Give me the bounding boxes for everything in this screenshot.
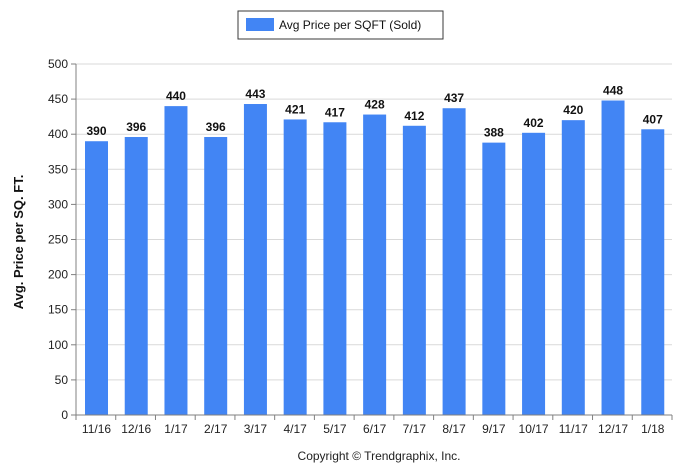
data-label: 390 [86, 124, 106, 138]
data-label: 440 [166, 89, 186, 103]
data-label: 443 [245, 87, 265, 101]
x-tick-label: 12/16 [121, 422, 151, 436]
data-label: 437 [444, 91, 464, 105]
bar [641, 129, 665, 415]
y-tick-label: 450 [48, 92, 68, 106]
data-label: 428 [365, 98, 385, 112]
x-tick-label: 11/17 [559, 422, 588, 436]
y-axis-ticks: 0 50 100 150 200 250 300 350 400 450 500 [48, 57, 76, 422]
bar [85, 141, 108, 415]
y-tick-label: 500 [48, 57, 68, 71]
x-tick-label: 3/17 [244, 422, 268, 436]
x-tick-label: 6/17 [363, 422, 387, 436]
legend-swatch [246, 18, 274, 31]
x-tick-label: 4/17 [283, 422, 307, 436]
x-tick-label: 1/18 [641, 422, 665, 436]
y-tick-label: 0 [61, 408, 68, 422]
legend: Avg Price per SQFT (Sold) [237, 10, 444, 40]
bar [402, 125, 426, 415]
bar [323, 122, 347, 416]
bars [85, 100, 665, 416]
data-label: 421 [285, 102, 305, 116]
y-tick-label: 350 [48, 162, 68, 176]
x-tick-label: 10/17 [519, 422, 549, 436]
bar [482, 142, 506, 415]
bar [601, 100, 625, 415]
x-tick-label: 11/16 [82, 422, 111, 436]
data-label: 417 [325, 105, 345, 119]
y-tick-label: 400 [48, 127, 68, 141]
copyright-footer: Copyright © Trendgraphix, Inc. [298, 449, 461, 463]
x-tick-label: 8/17 [442, 422, 466, 436]
data-label: 420 [563, 103, 583, 117]
bar [204, 137, 228, 415]
x-tick-label: 7/17 [403, 422, 427, 436]
x-tick-label: 12/17 [598, 422, 628, 436]
bar [363, 114, 387, 415]
x-tick-label: 2/17 [204, 422, 228, 436]
bar [164, 106, 188, 416]
bar [561, 120, 585, 415]
y-tick-label: 300 [48, 197, 68, 211]
x-axis-ticks: 11/16 12/16 1/17 2/17 3/17 4/17 5/17 6/17 7/17 8/… [75, 415, 673, 436]
y-tick-label: 100 [48, 338, 68, 352]
data-label: 388 [484, 126, 504, 140]
data-label: 407 [643, 112, 663, 126]
x-tick-label: 5/17 [323, 422, 347, 436]
bar [442, 108, 466, 415]
bar [243, 104, 267, 415]
y-tick-label: 200 [48, 268, 68, 282]
x-tick-label: 1/17 [164, 422, 188, 436]
y-tick-label: 50 [55, 373, 69, 387]
y-tick-label: 250 [48, 233, 68, 247]
x-tick-label: 9/17 [482, 422, 506, 436]
data-labels: 390 396 440 396 443 421 417 428 412 437 388 402 420 4… [86, 84, 663, 140]
bar [124, 137, 148, 415]
data-label: 448 [603, 84, 623, 98]
y-tick-label: 150 [48, 303, 68, 317]
data-label: 412 [404, 109, 424, 123]
data-label: 396 [206, 120, 226, 134]
bar [283, 119, 307, 415]
data-label: 402 [524, 116, 544, 130]
legend-label: Avg Price per SQFT (Sold) [279, 18, 421, 32]
y-axis-title: Avg. Price per SQ. FT. [11, 175, 26, 310]
data-label: 396 [126, 120, 146, 134]
bar [522, 132, 546, 415]
